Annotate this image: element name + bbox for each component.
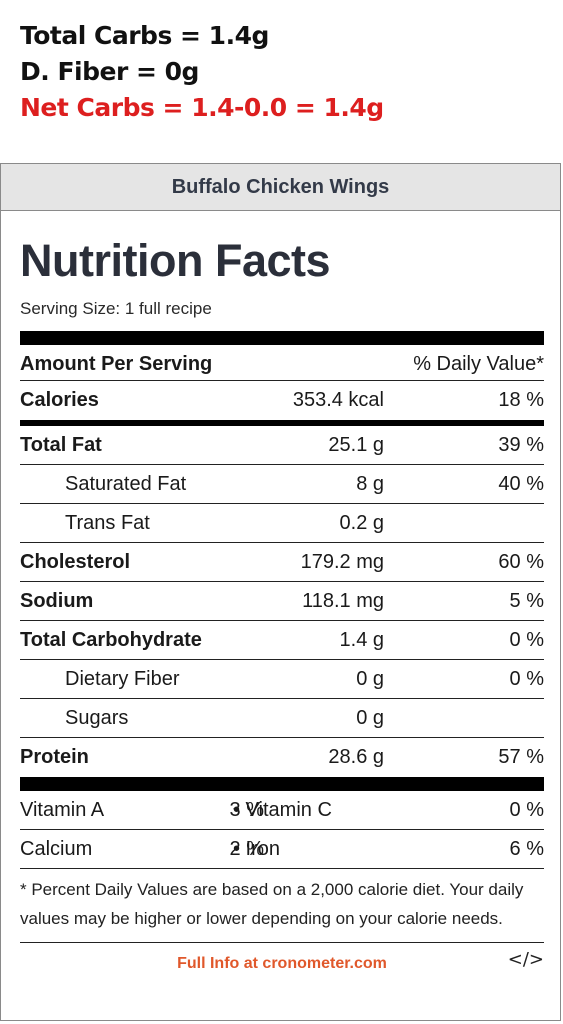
nutrient-label: Total Carbohydrate — [20, 629, 202, 651]
carb-summary-overlay: Total Carbs = 1.4g D. Fiber = 0g Net Car… — [20, 18, 384, 126]
label-footer: Full Info at cronometer.com </> — [20, 943, 544, 989]
vitamin-row-a-c: Vitamin A 3 % • Vitamin C 0 % — [20, 791, 544, 830]
nutrient-dv: 0 % — [509, 668, 544, 690]
nutrient-amount: 118.1 mg — [302, 590, 384, 612]
nutrient-label: Dietary Fiber — [65, 668, 180, 690]
nutrient-amount: 0.2 g — [339, 512, 384, 534]
nutrient-row-total-fat: Total Fat 25.1 g 39 % — [20, 426, 544, 465]
nutrient-label: Sodium — [20, 590, 94, 612]
total-carbs-text: Total Carbs = 1.4g — [20, 21, 269, 50]
iron-dv: 6 % — [509, 838, 544, 860]
calcium-label: Calcium — [20, 838, 93, 860]
nutrient-row-protein: Protein 28.6 g 57 % — [20, 738, 544, 777]
nutrient-label: Protein — [20, 746, 89, 768]
nutrient-label: Sugars — [65, 707, 129, 729]
medium-divider — [20, 420, 544, 426]
serving-size: Serving Size: 1 full recipe — [20, 299, 212, 318]
calcium-dv: 2 % — [229, 838, 264, 860]
calories-dv: 18 % — [498, 389, 544, 411]
nutrient-row-trans-fat: Trans Fat 0.2 g — [20, 504, 544, 543]
recipe-name: Buffalo Chicken Wings — [1, 164, 560, 211]
nutrient-amount: 179.2 mg — [300, 551, 384, 573]
nutrient-row-sodium: Sodium 118.1 mg 5 % — [20, 582, 544, 621]
nutrient-label: Total Fat — [20, 434, 102, 456]
nutrient-row-cholesterol: Cholesterol 179.2 mg 60 % — [20, 543, 544, 582]
nutrient-label: Trans Fat — [65, 512, 150, 534]
nutrient-row-dietary-fiber: Dietary Fiber 0 g 0 % — [20, 660, 544, 699]
nutrition-label: Buffalo Chicken Wings Nutrition Facts Se… — [0, 163, 561, 1021]
nutrient-amount: 1.4 g — [339, 629, 384, 651]
nutrient-amount: 8 g — [356, 473, 384, 495]
nutrient-row-total-carbohydrate: Total Carbohydrate 1.4 g 0 % — [20, 621, 544, 660]
thick-divider — [20, 777, 544, 791]
nutrient-amount: 28.6 g — [328, 746, 384, 768]
calories-label: Calories — [20, 389, 99, 411]
vitamin-a-dv: 3 % — [229, 799, 264, 821]
nutrition-panel: Nutrition Facts Serving Size: 1 full rec… — [20, 211, 544, 989]
calories-row: Calories 353.4 kcal 18 % — [20, 381, 544, 420]
nutrient-label: Cholesterol — [20, 551, 131, 573]
nutrient-dv: 39 % — [498, 434, 544, 456]
nutrient-dv: 0 % — [509, 629, 544, 651]
nutrient-dv: 57 % — [498, 746, 544, 768]
daily-value-header: % Daily Value* — [413, 353, 544, 375]
net-carbs-text: Net Carbs = 1.4-0.0 = 1.4g — [20, 93, 384, 122]
daily-value-footnote: * Percent Daily Values are based on a 2,… — [20, 869, 544, 943]
thick-divider — [20, 331, 544, 345]
vitamin-c-dv: 0 % — [509, 799, 544, 821]
cronometer-link[interactable]: Full Info at cronometer.com — [177, 955, 387, 972]
vitamin-c-label: • Vitamin C — [233, 799, 332, 821]
nutrient-dv: 5 % — [509, 590, 544, 612]
nutrition-facts-title: Nutrition Facts — [20, 235, 331, 286]
nutrient-dv: 60 % — [498, 551, 544, 573]
calories-amount: 353.4 kcal — [292, 389, 384, 411]
nutrient-amount: 0 g — [356, 668, 384, 690]
nutrient-row-saturated-fat: Saturated Fat 8 g 40 % — [20, 465, 544, 504]
amount-per-serving-label: Amount Per Serving — [20, 353, 213, 375]
nutrient-row-sugars: Sugars 0 g — [20, 699, 544, 738]
vitamin-row-calcium-iron: Calcium 2 % • Iron 6 % — [20, 830, 544, 869]
iron-label: • Iron — [233, 838, 281, 860]
embed-code-icon[interactable]: </> — [507, 949, 544, 970]
nutrient-amount: 0 g — [356, 707, 384, 729]
amount-header-row: Amount Per Serving % Daily Value* — [20, 345, 544, 381]
vitamin-a-label: Vitamin A — [20, 799, 105, 821]
nutrient-amount: 25.1 g — [328, 434, 384, 456]
nutrient-label: Saturated Fat — [65, 473, 187, 495]
nutrient-dv: 40 % — [498, 473, 544, 495]
fiber-text: D. Fiber = 0g — [20, 57, 199, 86]
